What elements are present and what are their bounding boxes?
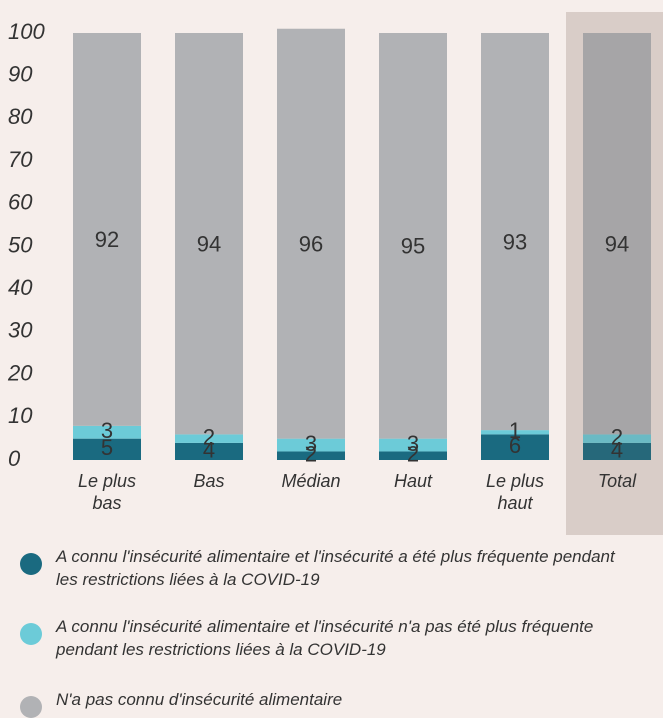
bar-segment bbox=[73, 425, 141, 439]
y-tick-label: 0 bbox=[8, 446, 21, 471]
y-tick-label: 90 bbox=[8, 62, 33, 87]
value-label: 3 bbox=[101, 418, 113, 443]
value-label: 94 bbox=[605, 232, 629, 257]
legend-swatch bbox=[20, 696, 42, 718]
bar-segment bbox=[481, 434, 549, 460]
bar-segment bbox=[73, 438, 141, 460]
value-label: 95 bbox=[401, 234, 425, 259]
bar-segment bbox=[379, 33, 447, 439]
legend-label: A connu l'insécurité alimentaire et l'in… bbox=[56, 547, 615, 589]
bar-segment bbox=[73, 33, 141, 426]
x-tick-label: Le plus bas bbox=[77, 471, 137, 513]
bar-segment bbox=[175, 442, 243, 460]
x-tick-label: Médian bbox=[281, 471, 341, 491]
value-label: 96 bbox=[299, 232, 323, 257]
legend-item: A connu l'insécurité alimentaire et l'in… bbox=[20, 545, 616, 591]
x-tick-label: Total bbox=[597, 471, 637, 491]
y-tick-label: 10 bbox=[8, 403, 33, 428]
y-tick-label: 50 bbox=[8, 232, 33, 257]
bar-segment bbox=[175, 33, 243, 435]
value-label: 2 bbox=[611, 424, 623, 449]
bar-segment bbox=[583, 33, 651, 435]
bar-segment bbox=[379, 438, 447, 452]
x-tick-label: Le plus haut bbox=[485, 471, 545, 513]
value-label: 4 bbox=[203, 437, 215, 462]
bar-segment bbox=[175, 434, 243, 443]
bar-segment bbox=[481, 33, 549, 431]
value-label: 2 bbox=[407, 442, 419, 467]
legend-label: A connu l'insécurité alimentaire et l'in… bbox=[56, 617, 594, 659]
bar-segment bbox=[481, 430, 549, 435]
y-tick-label: 60 bbox=[8, 190, 33, 215]
bar-segment bbox=[277, 28, 345, 439]
y-tick-label: 80 bbox=[8, 104, 33, 129]
value-label: 4 bbox=[611, 437, 623, 462]
y-tick-label: 70 bbox=[8, 147, 33, 172]
value-label: 3 bbox=[407, 431, 419, 456]
x-tick-label: Bas bbox=[193, 471, 225, 491]
y-tick-label: 100 bbox=[8, 19, 45, 44]
x-tick-label: Haut bbox=[393, 471, 433, 491]
legend-label: N'a pas connu d'insécurité alimentaire bbox=[56, 690, 343, 709]
y-tick-label: 30 bbox=[8, 318, 33, 343]
legend-item: N'a pas connu d'insécurité alimentaire bbox=[20, 688, 616, 718]
legend-item: A connu l'insécurité alimentaire et l'in… bbox=[20, 615, 616, 661]
value-label: 1 bbox=[509, 418, 521, 443]
bar-segment bbox=[277, 438, 345, 452]
highlight-overlay bbox=[583, 33, 651, 460]
legend-swatch bbox=[20, 553, 42, 575]
value-label: 93 bbox=[503, 229, 527, 254]
value-label: 2 bbox=[305, 442, 317, 467]
value-label: 92 bbox=[95, 227, 119, 252]
legend-swatch bbox=[20, 623, 42, 645]
bar-segment bbox=[277, 451, 345, 460]
bar-segment bbox=[583, 434, 651, 443]
value-label: 94 bbox=[197, 232, 221, 257]
bar-segment bbox=[379, 451, 447, 460]
y-tick-label: 40 bbox=[8, 275, 33, 300]
value-label: 3 bbox=[305, 431, 317, 456]
y-tick-label: 20 bbox=[7, 360, 33, 385]
value-label: 2 bbox=[203, 424, 215, 449]
value-label: 5 bbox=[101, 435, 113, 460]
bar-segment bbox=[583, 442, 651, 460]
value-label: 6 bbox=[509, 433, 521, 458]
